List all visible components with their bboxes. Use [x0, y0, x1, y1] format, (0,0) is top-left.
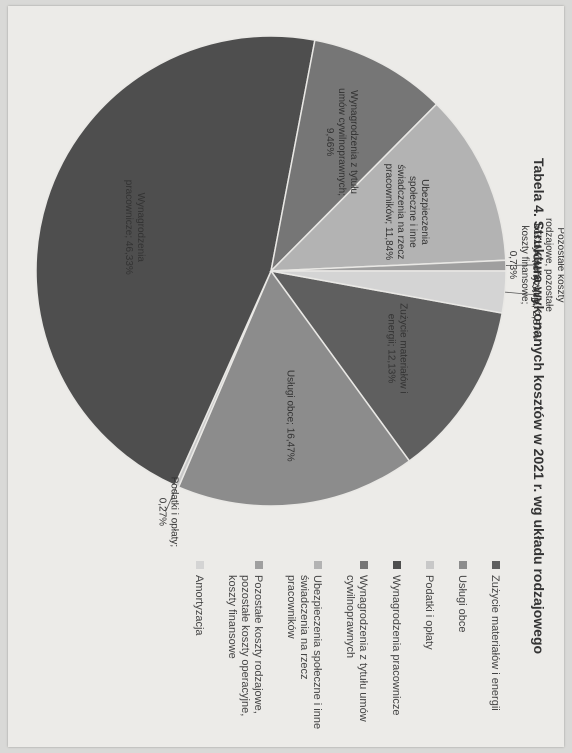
pie-slice-uslugi-obce [177, 269, 411, 507]
leader-line [165, 486, 178, 513]
pie-chart: Tabela 4. Struktura wykonanych kosztów w… [35, 35, 564, 729]
pie-slice-ubezpieczenia-spoleczne-i-inne-swiadczenia-na-rzecz-pracownikow [269, 103, 507, 272]
data-label-ubezpieczenia-spoleczne-i-inne-swiadczenia-na-rzecz-pracownikow: Ubezpieczeniaspołeczne i inneświadczenia… [383, 164, 430, 261]
legend-swatch [492, 561, 500, 569]
legend-swatch [314, 561, 322, 569]
legend-swatch [196, 561, 204, 569]
leader-line [505, 291, 533, 296]
legend-label: Wynagrodzenia z tytułu umówcywilnoprawny… [344, 575, 369, 722]
data-label-zuzycie-materialow-i-energii: Zużycie materiałów ienergii; 12,13% [385, 303, 408, 394]
legend-swatch [459, 561, 467, 569]
legend-label: Pozostałe koszty rodzajowe,pozostałe kos… [226, 575, 264, 716]
rotated-chart-area: Tabela 4. Struktura wykonanych kosztów w… [8, 6, 564, 747]
legend-label: Podatki i opłaty [423, 575, 435, 650]
data-label-wynagrodzenia-z-tytulu-umow-cywilnoprawnych: Wynagrodzenia z tytułuumów cywilnoprawny… [324, 88, 359, 196]
legend-swatch [360, 561, 368, 569]
legend-item-zuzycie-materialow-i-energii: Zużycie materiałów i energii [489, 561, 501, 711]
legend-item-amortyzacja: Amortyzacja [193, 561, 205, 636]
legend-label: Usługi obce [456, 575, 468, 632]
legend-label: Ubezpieczenia społeczne i inneświadczeni… [285, 575, 323, 729]
legend-item-wynagrodzenia-z-tytulu-umow-cywilnoprawnych: Wynagrodzenia z tytułu umówcywilnoprawny… [344, 561, 369, 722]
legend-item-pozostale-koszty-rodzajowe-pozostale-koszty-operacyjne-koszty-finansowe: Pozostałe koszty rodzajowe,pozostałe kos… [226, 561, 264, 716]
legend-item-podatki-i-oplaty: Podatki i opłaty [423, 561, 435, 650]
legend-label: Amortyzacja [193, 575, 205, 636]
pie-slice-zuzycie-materialow-i-energii [269, 269, 504, 463]
data-label-amortyzacja: Amortyzacja; 2,87% [530, 250, 541, 339]
legend-swatch [255, 561, 263, 569]
legend-item-ubezpieczenia-spoleczne-i-inne-swiadczenia-na-rzecz-pracownikow: Ubezpieczenia społeczne i inneświadczeni… [285, 561, 323, 729]
data-label-pozostale-koszty-rodzajowe-pozostale-koszty-operacyjne-koszty-finansowe: Pozostałe kosztyrodzajowe, pozostałekosz… [507, 218, 564, 312]
data-label-podatki-i-oplaty: Podatki i opłaty;0,27% [156, 477, 179, 548]
leader-line [505, 264, 534, 266]
pie-slice-wynagrodzenia-z-tytulu-umow-cywilnoprawnych [269, 39, 438, 274]
chart-title: Tabela 4. Struktura wykonanych kosztów w… [531, 158, 547, 654]
data-label-uslugi-obce: Usługi obce; 16,47% [284, 370, 295, 462]
pie-slice-wynagrodzenia-pracownicze [35, 35, 316, 487]
legend-item-wynagrodzenia-pracownicze: Wynagrodzenia pracownicze [390, 561, 402, 716]
chart-page: Tabela 4. Struktura wykonanych kosztów w… [8, 6, 564, 747]
legend-label: Zużycie materiałów i energii [489, 575, 501, 711]
legend-swatch [393, 561, 401, 569]
legend-swatch [426, 561, 434, 569]
data-label-wynagrodzenia-pracownicze: Wynagrodzeniapracownicze; 46,33% [123, 180, 146, 275]
legend-label: Wynagrodzenia pracownicze [390, 575, 402, 716]
legend-item-uslugi-obce: Usługi obce [456, 561, 468, 632]
